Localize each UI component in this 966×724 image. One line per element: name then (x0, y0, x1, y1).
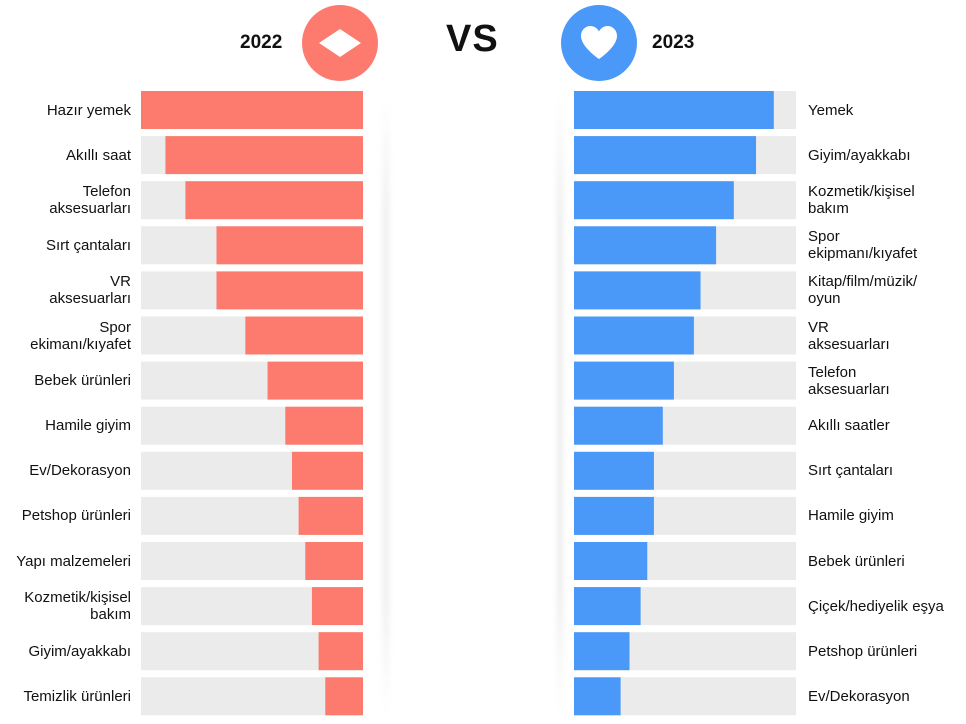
right-bar (574, 361, 674, 400)
right-bar (574, 181, 734, 220)
left-category-label: Spor ekimanı/kıyafet (30, 318, 131, 353)
right-bar (574, 587, 641, 626)
right-bar (574, 496, 654, 535)
right-divider-shadow (557, 95, 563, 715)
left-badge (302, 5, 378, 81)
left-category-label: Hazır yemek (46, 101, 131, 119)
left-bar (216, 226, 363, 265)
right-bar (574, 406, 663, 445)
right-category-label: VR aksesuarları (808, 318, 890, 353)
right-category-label: Hamile giyim (808, 507, 894, 525)
left-category-label: VR aksesuarları (49, 273, 131, 308)
left-category-label: Bebek ürünleri (34, 372, 131, 390)
left-bar (305, 542, 363, 580)
right-bar (574, 271, 701, 310)
left-category-label: Yapı malzemeleri (16, 552, 131, 570)
right-bar (574, 316, 694, 355)
right-bar (574, 542, 648, 580)
left-bar (267, 361, 363, 400)
right-category-label: Çiçek/hediyelik eşya (808, 597, 944, 615)
left-category-label: Petshop ürünleri (21, 507, 131, 525)
left-bar (141, 91, 363, 129)
right-category-label: Bebek ürünleri (808, 552, 905, 570)
left-bar (311, 587, 363, 626)
left-divider-shadow (383, 95, 389, 715)
vs-label: VS (446, 18, 499, 60)
left-category-label: Ev/Dekorasyon (29, 462, 131, 480)
right-category-label: Ev/Dekorasyon (808, 687, 910, 705)
right-category-label: Sırt çantaları (808, 462, 894, 480)
left-category-label: Giyim/ayakkabı (28, 642, 131, 660)
left-bar (318, 632, 363, 671)
left-bar (185, 181, 363, 220)
right-category-label: Yemek (808, 101, 854, 119)
left-category-label: Hamile giyim (45, 417, 131, 435)
right-bar (574, 451, 654, 490)
left-bar (245, 316, 363, 355)
left-bar (291, 451, 363, 490)
left-bar (298, 496, 363, 535)
left-bar (216, 271, 363, 310)
left-bar (325, 677, 363, 716)
right-category-label: Giyim/ayakkabı (808, 146, 911, 164)
diamond-icon (319, 29, 361, 57)
left-category-label: Telefon aksesuarları (49, 183, 131, 218)
right-category-label: Spor ekipmanı/kıyafet (808, 228, 918, 263)
right-category-label: Akıllı saatler (808, 417, 890, 435)
heart-icon (581, 26, 617, 59)
right-year-label: 2023 (652, 32, 695, 53)
left-year-label: 2022 (240, 32, 283, 53)
right-badge (561, 5, 637, 81)
right-bar (574, 226, 717, 265)
right-category-label: Telefon aksesuarları (808, 363, 890, 398)
left-bar (285, 406, 363, 445)
left-category-label: Sırt çantaları (45, 236, 131, 254)
right-bar (574, 136, 757, 175)
left-category-label: Akıllı saat (65, 146, 131, 164)
right-category-label: Petshop ürünleri (808, 642, 918, 660)
right-bar (574, 677, 621, 716)
left-bar (165, 136, 363, 175)
left-category-label: Kozmetik/kişisel bakım (24, 589, 131, 624)
right-category-label: Kitap/film/müzik/ oyun (808, 273, 918, 308)
right-category-label: Kozmetik/kişisel bakım (808, 183, 915, 218)
right-bar (574, 632, 630, 671)
right-bar (574, 91, 774, 129)
left-category-label: Temizlik ürünleri (23, 687, 131, 705)
